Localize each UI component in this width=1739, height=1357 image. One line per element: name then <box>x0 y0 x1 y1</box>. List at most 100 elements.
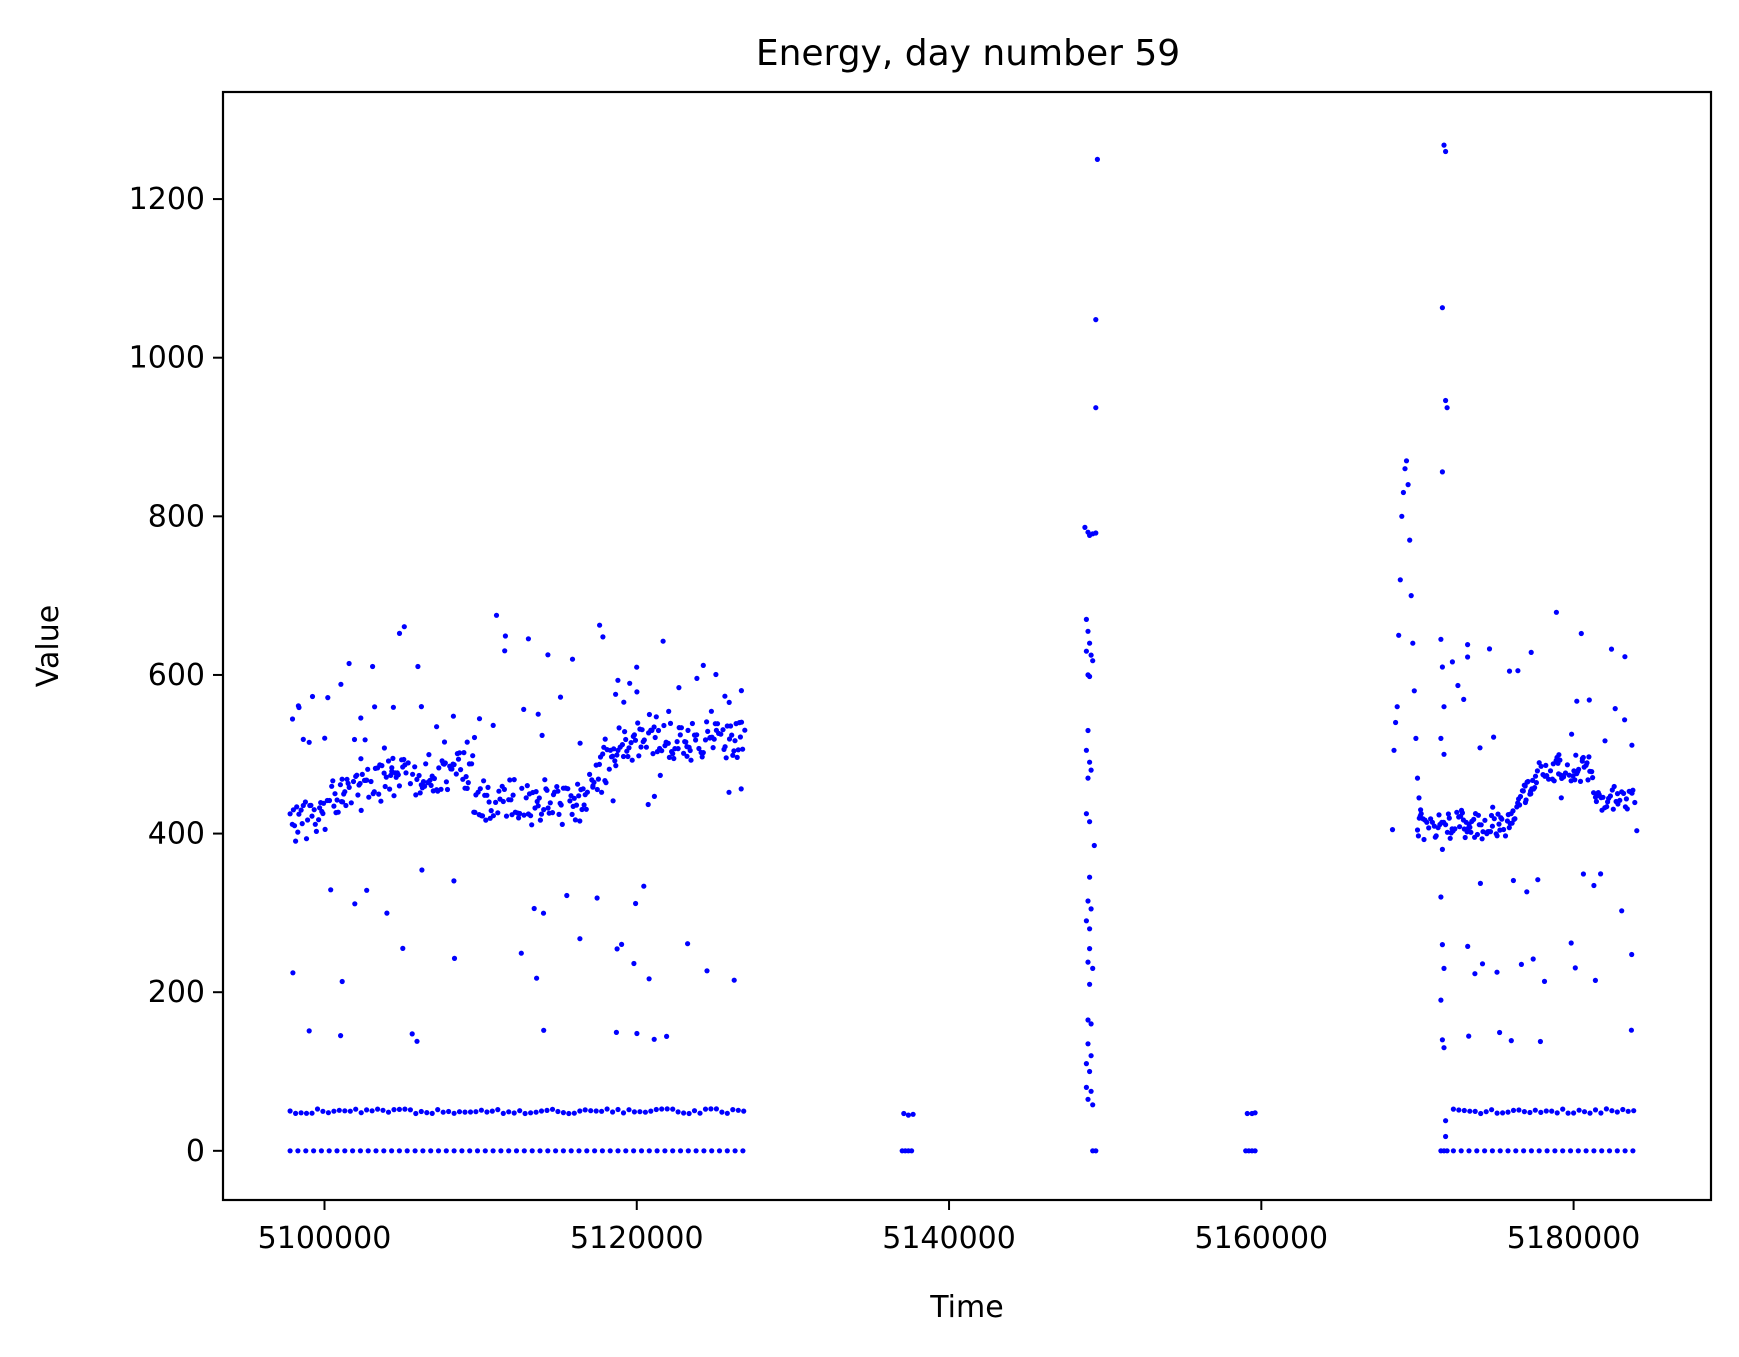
data-point <box>299 821 305 827</box>
data-point <box>1482 1148 1488 1154</box>
data-point <box>634 664 640 670</box>
data-point <box>486 799 492 805</box>
data-point <box>461 750 467 756</box>
data-point <box>1567 1148 1574 1154</box>
data-point <box>1581 1109 1588 1115</box>
data-point <box>289 716 296 722</box>
data-point <box>607 1148 613 1154</box>
data-point <box>615 1148 621 1154</box>
data-point <box>1506 668 1513 674</box>
data-point <box>1474 831 1480 838</box>
data-point <box>621 699 627 705</box>
data-point <box>298 807 304 813</box>
data-point <box>428 1148 434 1154</box>
data-point <box>464 739 470 745</box>
data-point <box>390 704 396 710</box>
data-point <box>613 1029 620 1035</box>
data-point <box>490 722 496 729</box>
data-point <box>533 789 539 795</box>
data-point <box>1443 1133 1449 1140</box>
data-point <box>1433 833 1439 839</box>
data-point <box>308 802 314 809</box>
data-point <box>449 766 455 772</box>
data-point <box>572 817 579 823</box>
data-point <box>478 1107 484 1113</box>
data-point <box>521 706 527 713</box>
data-point <box>343 802 349 809</box>
data-point <box>1088 906 1094 912</box>
data-point <box>1085 1041 1091 1047</box>
data-point <box>593 1108 599 1114</box>
data-point <box>683 739 689 745</box>
data-point <box>560 1148 567 1154</box>
data-point <box>738 719 745 725</box>
data-point <box>373 1148 379 1154</box>
data-point <box>1090 1102 1096 1108</box>
data-point <box>615 1106 621 1113</box>
y-tick-label: 200 <box>148 975 205 1010</box>
data-point <box>549 1106 556 1112</box>
data-point <box>412 1148 418 1154</box>
data-point <box>1560 1148 1566 1154</box>
data-point <box>1497 1148 1503 1154</box>
data-point <box>1087 759 1093 765</box>
data-point <box>427 777 433 783</box>
data-point <box>652 734 658 741</box>
data-point <box>1465 642 1471 648</box>
data-point <box>667 720 674 727</box>
data-point <box>1501 826 1507 833</box>
data-point <box>555 788 561 794</box>
data-point <box>623 736 629 743</box>
data-point <box>643 744 650 750</box>
data-point <box>544 787 550 793</box>
data-point <box>311 1148 317 1154</box>
data-point <box>614 946 620 952</box>
data-point <box>451 955 458 962</box>
data-point <box>646 1148 652 1154</box>
data-point <box>1629 951 1635 958</box>
data-point <box>651 1036 657 1042</box>
data-point <box>1461 1107 1467 1114</box>
data-point <box>1400 489 1406 496</box>
data-point <box>508 797 514 803</box>
data-point <box>1087 946 1093 952</box>
data-point <box>331 803 337 809</box>
data-point <box>901 1110 907 1117</box>
data-point <box>1580 871 1586 877</box>
data-point <box>659 1106 665 1112</box>
data-point <box>329 783 335 789</box>
data-point <box>554 784 560 790</box>
data-point <box>322 826 328 833</box>
data-point <box>306 1028 312 1034</box>
data-point <box>458 767 464 773</box>
data-point <box>610 1109 616 1115</box>
data-point <box>385 758 392 764</box>
data-point <box>1093 317 1099 323</box>
data-point <box>1522 783 1528 789</box>
data-point <box>404 1148 410 1154</box>
data-point <box>681 1110 687 1116</box>
data-point <box>369 1108 375 1114</box>
data-point <box>1082 524 1088 531</box>
data-point <box>415 663 421 670</box>
data-point <box>555 1108 561 1115</box>
data-point <box>531 905 537 912</box>
data-point <box>328 887 334 893</box>
data-point <box>371 789 377 795</box>
data-point <box>1538 1109 1544 1115</box>
data-point <box>501 786 507 793</box>
data-point <box>295 1148 301 1154</box>
data-point <box>584 789 591 795</box>
data-point <box>396 1148 402 1154</box>
data-point <box>420 779 427 785</box>
data-point <box>1441 751 1447 757</box>
data-point <box>302 799 308 805</box>
data-point <box>303 1110 310 1116</box>
data-point <box>1391 747 1397 753</box>
data-point <box>519 785 525 791</box>
data-point <box>723 755 729 761</box>
data-point <box>1521 1148 1527 1154</box>
data-point <box>366 794 372 800</box>
data-point <box>1611 783 1617 790</box>
data-point <box>357 1148 363 1154</box>
